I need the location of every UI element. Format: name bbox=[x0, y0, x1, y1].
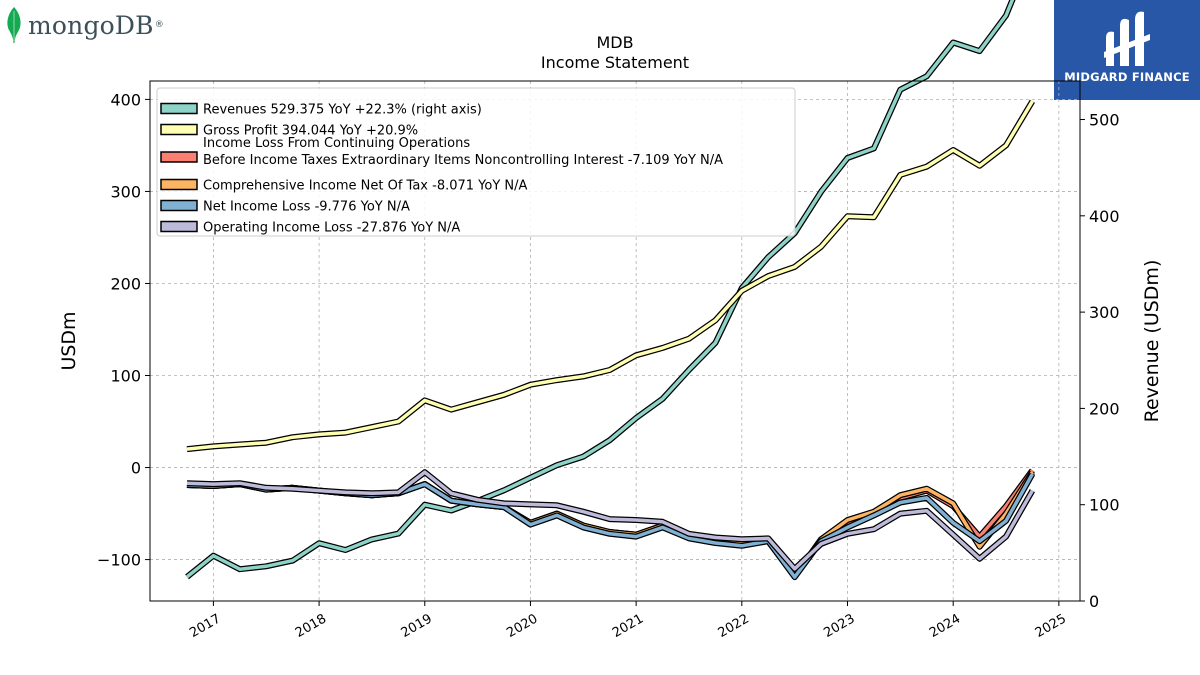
right-axis: 0 100 200 300 400 500 bbox=[1080, 111, 1120, 611]
legend-swatch bbox=[160, 123, 198, 136]
y-tick-label: 400 bbox=[110, 90, 141, 109]
legend-label: Before Income Taxes Extraordinary Items … bbox=[203, 153, 723, 168]
legend-swatch bbox=[160, 151, 198, 163]
y-axis-label: USDm bbox=[58, 311, 80, 370]
chart-subtitle: Income Statement bbox=[541, 53, 689, 72]
y-tick-label: 100 bbox=[110, 367, 141, 386]
series-line-5 bbox=[186, 469, 1036, 572]
series-outline bbox=[186, 468, 1035, 580]
y-tick-label: −100 bbox=[97, 551, 141, 570]
legend-item: Net Income Loss -9.776 YoY N/A bbox=[160, 199, 410, 215]
y-axis-right-label: Revenue (USDm) bbox=[1141, 260, 1163, 423]
y-tick-label: 200 bbox=[110, 274, 141, 293]
series-stroke bbox=[186, 470, 1034, 571]
series-line-0 bbox=[185, 0, 1016, 580]
series-stroke bbox=[186, 469, 1034, 578]
series-line-2 bbox=[186, 468, 1035, 580]
y-right-tick-label: 100 bbox=[1089, 496, 1120, 515]
chart-title: MDB bbox=[596, 33, 633, 52]
legend-swatch bbox=[160, 178, 198, 191]
legend-label: Revenues 529.375 YoY +22.3% (right axis) bbox=[203, 103, 482, 118]
legend-label: Gross Profit 394.044 YoY +20.9% bbox=[203, 124, 418, 139]
legend: Revenues 529.375 YoY +22.3% (right axis)… bbox=[156, 87, 796, 237]
y-right-tick-label: 400 bbox=[1089, 207, 1120, 226]
midgard-logo-icon bbox=[1104, 11, 1150, 67]
midgard-finance-badge: MIDGARD FINANCE bbox=[1054, 0, 1200, 100]
x-tick-label: 2020 bbox=[504, 611, 540, 641]
y-tick-label: 0 bbox=[131, 459, 141, 478]
legend-frame bbox=[156, 87, 796, 237]
plot-frame bbox=[149, 80, 1081, 602]
y-right-tick-label: 300 bbox=[1089, 303, 1120, 322]
brand-name: MIDGARD FINANCE bbox=[1064, 70, 1190, 84]
legend-label: Comprehensive Income Net Of Tax -8.071 Y… bbox=[203, 179, 528, 194]
x-tick-label: 2018 bbox=[293, 611, 329, 641]
legend-item: Gross Profit 394.044 YoY +20.9% bbox=[160, 123, 418, 139]
mongodb-logo: mongoDB ® bbox=[4, 6, 164, 44]
legend-item: Income Loss From Continuing Operations Be… bbox=[160, 136, 723, 168]
legend-label: Net Income Loss -9.776 YoY N/A bbox=[203, 200, 410, 215]
left-axis: −100 0 100 200 300 400 bbox=[97, 90, 150, 570]
legend-label: Income Loss From Continuing Operations bbox=[203, 136, 470, 151]
x-tick-label: 2022 bbox=[716, 611, 752, 641]
legend-swatch bbox=[160, 102, 198, 115]
legend-swatch bbox=[160, 199, 198, 212]
x-tick-label: 2021 bbox=[610, 611, 646, 641]
x-axis: 2017 2018 2019 2020 2021 2022 2023 2024 2025 bbox=[187, 601, 1069, 641]
legend-item: Operating Income Loss -27.876 YoY N/A bbox=[160, 220, 460, 236]
x-tick-label: 2017 bbox=[187, 611, 223, 641]
series-layer bbox=[185, 0, 1036, 581]
mongodb-wordmark: mongoDB bbox=[28, 10, 154, 40]
y-right-tick-label: 500 bbox=[1089, 111, 1120, 130]
series-stroke bbox=[185, 0, 1015, 579]
leaf-icon bbox=[7, 7, 21, 43]
x-tick-label: 2025 bbox=[1033, 611, 1069, 641]
series-stroke bbox=[186, 100, 1034, 451]
y-right-tick-label: 200 bbox=[1089, 399, 1120, 418]
legend-item: Comprehensive Income Net Of Tax -8.071 Y… bbox=[160, 178, 528, 194]
x-tick-label: 2023 bbox=[821, 611, 857, 641]
series-line-1 bbox=[186, 99, 1035, 453]
x-tick-label: 2024 bbox=[927, 611, 963, 641]
legend-swatch bbox=[160, 220, 198, 233]
y-tick-label: 300 bbox=[110, 182, 141, 201]
y-right-tick-label: 0 bbox=[1089, 592, 1099, 611]
legend-label: Operating Income Loss -27.876 YoY N/A bbox=[203, 221, 460, 236]
gridlines bbox=[150, 81, 1080, 601]
legend-item: Revenues 529.375 YoY +22.3% (right axis) bbox=[160, 102, 482, 118]
x-tick-label: 2019 bbox=[399, 611, 435, 641]
registered-mark: ® bbox=[154, 20, 164, 30]
